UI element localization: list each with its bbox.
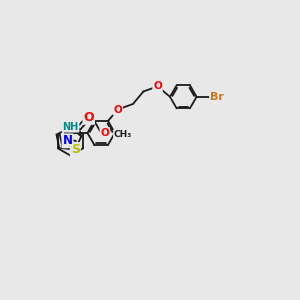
Text: O: O [100, 128, 109, 138]
Text: N: N [62, 134, 73, 147]
Text: O: O [153, 81, 162, 92]
Text: O: O [83, 111, 94, 124]
Text: NH: NH [62, 122, 79, 132]
Text: CH₃: CH₃ [114, 130, 132, 139]
Text: O: O [113, 104, 122, 115]
Text: S: S [71, 143, 80, 156]
Text: Br: Br [210, 92, 224, 102]
